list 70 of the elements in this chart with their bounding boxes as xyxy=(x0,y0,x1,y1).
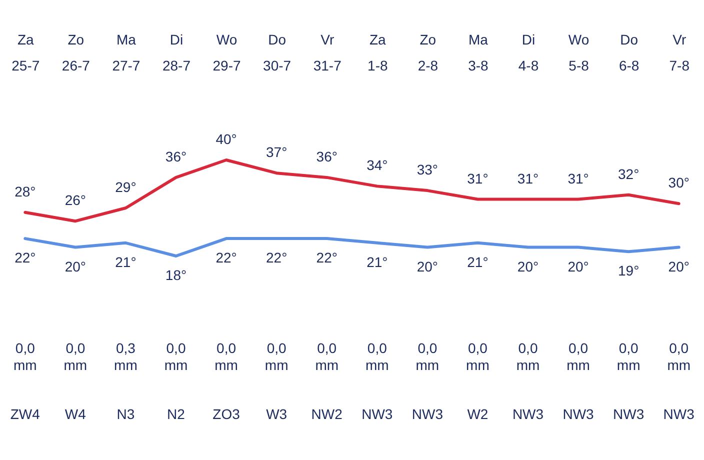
data-label: 40° xyxy=(216,131,237,147)
text: W3 xyxy=(266,406,288,422)
text: 0,0 mm xyxy=(516,340,540,373)
data-label: 22° xyxy=(14,250,36,266)
text: 0,0 mm xyxy=(164,340,188,373)
data-label: 22° xyxy=(266,250,288,266)
text: 0,0 mm xyxy=(616,340,640,373)
text: 0,0 mm xyxy=(64,340,88,373)
text: N3 xyxy=(116,406,135,422)
data-label: 32° xyxy=(618,166,640,182)
text: NW3 xyxy=(362,406,393,422)
data-label: 29° xyxy=(115,179,136,195)
text: 0,3 mm xyxy=(114,340,138,373)
data-label: 34° xyxy=(366,157,388,174)
data-label: 20° xyxy=(416,258,438,274)
text: ZW4 xyxy=(10,406,40,422)
data-label: 21° xyxy=(366,254,388,270)
x-tick-label: Wo 29-7 xyxy=(212,32,242,74)
text: 0,0 mm xyxy=(365,340,389,373)
text: W2 xyxy=(467,406,488,422)
text: NW3 xyxy=(613,406,644,422)
text: 0,0 mm xyxy=(13,340,37,373)
data-label: 20° xyxy=(64,258,86,274)
data-label: 21° xyxy=(467,254,488,270)
x-tick-label: Do 30-7 xyxy=(263,32,292,74)
x-tick-label: Za 25-7 xyxy=(12,32,40,74)
data-label: 36° xyxy=(316,148,338,164)
x-tick-label: Do 6-8 xyxy=(618,32,640,74)
data-label: 31° xyxy=(517,170,539,186)
text: 0,0 mm xyxy=(466,340,490,373)
data-label: 20° xyxy=(568,258,589,274)
x-tick-label: Zo 2-8 xyxy=(418,32,438,74)
x-tick-label: Ma 27-7 xyxy=(112,32,140,74)
data-label: 36° xyxy=(165,148,187,164)
x-tick-label: Di 28-7 xyxy=(162,32,191,74)
data-label: 22° xyxy=(316,250,338,266)
text: ZO3 xyxy=(212,406,240,422)
text: 0,0 mm xyxy=(264,340,288,373)
x-tick-label: Zo 26-7 xyxy=(62,32,90,74)
text: NW3 xyxy=(562,406,594,422)
x-tick-label: Vr 31-7 xyxy=(313,32,342,74)
x-tick-label: Ma 3-8 xyxy=(468,32,489,74)
data-label: 21° xyxy=(115,254,136,270)
text: NW3 xyxy=(412,406,444,422)
data-label: 33° xyxy=(416,162,438,178)
text: NW3 xyxy=(512,406,544,422)
data-label: 20° xyxy=(517,258,539,274)
data-label: 30° xyxy=(668,174,690,191)
x-tick-label: Di 4-8 xyxy=(518,32,539,74)
text: 0,0 mm xyxy=(667,340,691,373)
data-label: 28° xyxy=(14,183,36,200)
text: N2 xyxy=(167,406,186,422)
text: W4 xyxy=(64,406,86,422)
data-label: 37° xyxy=(266,144,288,160)
text: 0,0 mm xyxy=(566,340,590,373)
data-label: 18° xyxy=(165,267,187,283)
x-tick-label: Wo 5-8 xyxy=(568,32,590,74)
data-label: 31° xyxy=(568,170,589,186)
x-tick-label: Za 1-8 xyxy=(368,32,388,74)
data-label: 26° xyxy=(64,192,86,208)
data-label: 19° xyxy=(618,262,640,279)
x-tick-label: Vr 7-8 xyxy=(669,32,690,74)
data-label: 22° xyxy=(216,250,237,266)
data-label: 31° xyxy=(467,170,488,186)
text: 0,0 mm xyxy=(214,340,238,373)
text: 0,0 mm xyxy=(315,340,339,373)
text: 0,0 mm xyxy=(416,340,440,373)
text: NW2 xyxy=(311,406,343,422)
text: NW3 xyxy=(663,406,695,422)
data-label: 20° xyxy=(668,258,690,274)
